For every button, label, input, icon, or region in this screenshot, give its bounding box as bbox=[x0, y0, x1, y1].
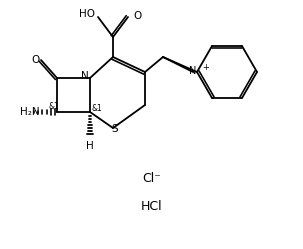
Text: N: N bbox=[81, 71, 89, 81]
Text: HCl: HCl bbox=[141, 200, 163, 213]
Text: +: + bbox=[202, 62, 209, 71]
Text: H: H bbox=[86, 141, 94, 151]
Text: HO: HO bbox=[79, 9, 95, 19]
Text: S: S bbox=[112, 124, 118, 134]
Text: N: N bbox=[189, 66, 196, 76]
Text: &1: &1 bbox=[48, 102, 59, 111]
Text: H₂N: H₂N bbox=[20, 107, 40, 117]
Text: Cl⁻: Cl⁻ bbox=[143, 172, 161, 185]
Text: O: O bbox=[32, 55, 40, 65]
Text: &1: &1 bbox=[92, 104, 102, 113]
Text: O: O bbox=[133, 11, 141, 21]
